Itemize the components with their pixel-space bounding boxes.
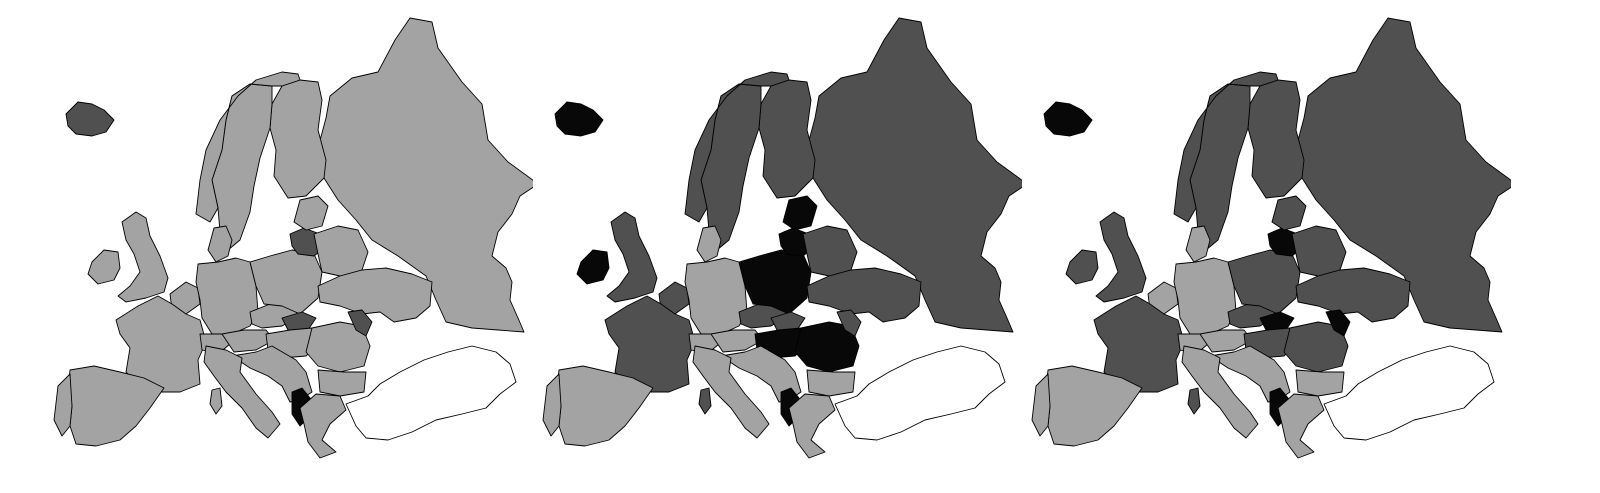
country-ireland [576, 249, 610, 285]
country-greece [299, 393, 347, 459]
country-italy [1181, 345, 1259, 439]
country-russia [806, 17, 1022, 333]
country-germany [684, 257, 748, 335]
country-denmark [1185, 225, 1211, 263]
country-moldova [836, 309, 862, 337]
country-romania [794, 321, 860, 373]
country-italy [203, 345, 281, 439]
country-finland [758, 79, 816, 199]
country-sweden [1189, 83, 1251, 251]
country-slovakia [770, 311, 806, 331]
country-belarus [313, 225, 369, 277]
country-bulgaria [806, 369, 856, 397]
country-turkey [345, 345, 517, 441]
country-romania [305, 321, 371, 373]
country-italy [692, 345, 770, 439]
country-belarus [802, 225, 858, 277]
country-uk [117, 211, 169, 303]
country-russia [317, 17, 533, 333]
country-france [604, 295, 696, 393]
country-portugal [1031, 373, 1051, 437]
country-poland [249, 249, 323, 315]
europe-map-3 [1031, 17, 1511, 459]
country-sweden [211, 83, 273, 251]
country-norway [195, 71, 301, 223]
country-norway [684, 71, 790, 223]
country-portugal [542, 373, 562, 437]
country-iceland [1043, 101, 1093, 137]
country-belarus [1291, 225, 1347, 277]
country-ireland [87, 249, 121, 285]
country-greece [1277, 393, 1325, 459]
country-poland [1227, 249, 1301, 315]
country-denmark [696, 225, 722, 263]
europe-map-1 [53, 17, 533, 459]
country-france [115, 295, 207, 393]
country-norway [1173, 71, 1279, 223]
country-baltics [782, 195, 818, 231]
country-sardinia [698, 387, 712, 415]
country-sardinia [209, 387, 223, 415]
europe-map-2 [542, 17, 1022, 459]
country-ukraine [1295, 267, 1411, 323]
country-slovakia [1259, 311, 1295, 331]
country-uk [1095, 211, 1147, 303]
country-turkey [834, 345, 1006, 441]
country-france [1093, 295, 1185, 393]
map-panel-3 [978, 0, 1511, 493]
map-panel-2 [489, 0, 1022, 493]
country-sardinia [1187, 387, 1201, 415]
country-moldova [347, 309, 373, 337]
country-sweden [700, 83, 762, 251]
country-baltics [293, 195, 329, 231]
country-turkey [1323, 345, 1495, 441]
country-moldova [1325, 309, 1351, 337]
country-baltics [1271, 195, 1307, 231]
country-bulgaria [317, 369, 367, 397]
country-uk [606, 211, 658, 303]
country-denmark [207, 225, 233, 263]
country-greece [788, 393, 836, 459]
country-germany [1173, 257, 1237, 335]
country-bulgaria [1295, 369, 1345, 397]
country-portugal [53, 373, 73, 437]
country-finland [1247, 79, 1305, 199]
country-iceland [65, 101, 115, 137]
country-ukraine [806, 267, 922, 323]
country-ireland [1065, 249, 1099, 285]
country-romania [1283, 321, 1349, 373]
country-ukraine [317, 267, 433, 323]
country-germany [195, 257, 259, 335]
country-iceland [554, 101, 604, 137]
country-finland [269, 79, 327, 199]
country-russia [1295, 17, 1511, 333]
country-slovakia [281, 311, 317, 331]
country-poland [738, 249, 812, 315]
map-panel-1 [0, 0, 533, 493]
